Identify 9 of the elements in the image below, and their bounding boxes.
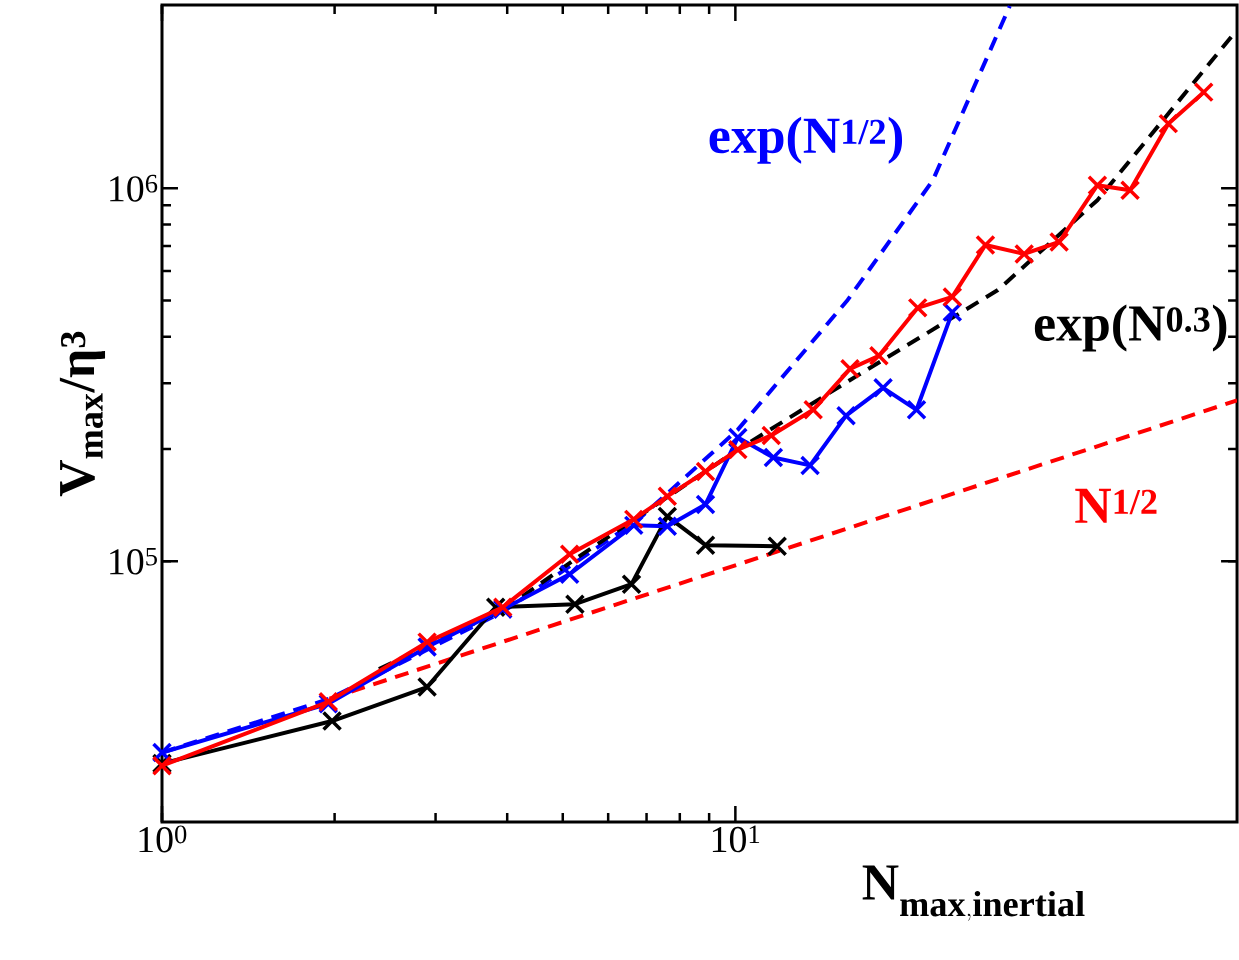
legend-label: exp(N$^{0.3}$)	[1034, 304, 1227, 352]
x-tick-label: 10$^{1}$	[712, 825, 760, 853]
y-tick-label: 10$^{5}$	[110, 547, 157, 575]
series-label: exp(N$^{1/2}$)	[709, 116, 903, 164]
y-axis-title: V$_{max}$/η$^{3}$	[59, 331, 106, 497]
y-tick-label: 10$^{6}$	[110, 174, 158, 202]
series-label: N$^{1/2}$	[1075, 488, 1157, 523]
x-tick-label: 10$^{0}$	[139, 825, 187, 853]
x-axis-title: $\mathbf{N}_{\mathbf{max{,}inertial}}$	[862, 865, 1085, 921]
